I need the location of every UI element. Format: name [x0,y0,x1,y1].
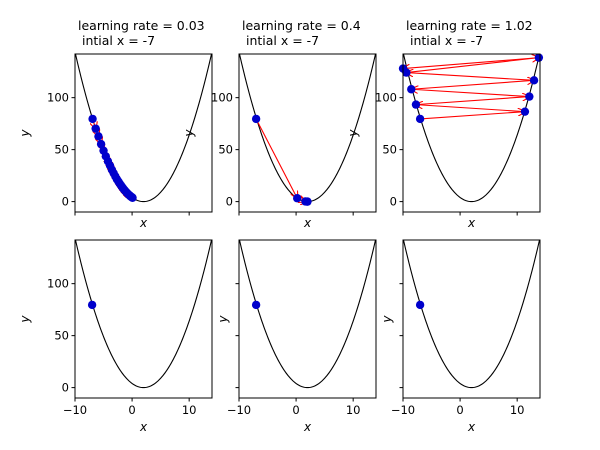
iterate-point [251,300,261,310]
step-arrow [415,97,529,106]
subplot-1: 0 50 100 x y learning rate = 0.03 intial x = … [18,18,213,230]
iterate-point [87,300,97,310]
axes-frame [402,239,541,399]
x-axis-label: x [303,420,312,434]
y-axis-label: y [18,315,32,324]
iterate-point [529,76,539,85]
y-tick-label: 50 [54,143,69,157]
subplot-title: learning rate = 0.4 intial x = -7 [242,18,361,48]
iterate-point [128,193,137,202]
axes-frame [74,53,213,213]
y-tick-label: 0 [62,195,69,209]
subplot-3: 0 50 100 x y learning rate = 1.02 intial x = … [346,18,544,230]
iterate-point [293,194,302,203]
y-tick-label: 100 [47,91,69,105]
y-axis-label: y [380,315,394,324]
iterate-point [415,300,425,310]
subplot-title: learning rate = 0.03 intial x = -7 [78,18,205,48]
parabola-curve [403,240,540,389]
iterate-point [415,114,425,124]
subplot-4: 0 50 100 −10 0 10 x y [18,239,213,434]
x-tick-label: 10 [510,403,525,417]
iterate-point [534,53,544,62]
y-tick-label: 50 [382,143,397,157]
x-tick-label: 0 [128,403,135,417]
axes-frame [74,239,213,399]
x-tick-label: −10 [391,403,415,417]
y-tick-label: 50 [218,143,233,157]
iterate-point [96,139,106,149]
step-arrow [255,118,297,198]
step-arrow [403,57,539,69]
parabola-curve [403,54,540,203]
x-axis-label: x [139,216,148,230]
y-axis-label: y [346,129,360,138]
x-axis-label: x [467,420,476,434]
subplot-5: −10 0 10 x y [216,239,377,434]
step-arrow [406,58,538,74]
step-arrow [406,73,535,81]
axes-frame [402,53,541,213]
iterate-point [88,114,97,124]
iterate-point [411,100,421,109]
y-axis-label: y [18,129,32,138]
iterate-point [251,114,261,124]
step-arrow [411,89,530,98]
y-tick-label: 0 [226,195,233,209]
y-tick-label: 100 [375,91,397,105]
iterate-point [94,132,103,141]
x-tick-label: 0 [456,403,463,417]
iterate-point [525,92,534,101]
x-axis-label: x [303,216,312,230]
axes-frame [238,239,377,399]
step-arrow [416,105,525,113]
subplot-6: −10 0 10 x y [380,239,541,434]
subplot-2: 0 50 100 x y learning rate = 0.4 intial x = -… [182,18,377,230]
x-tick-label: 10 [182,403,197,417]
x-tick-label: −10 [227,403,251,417]
axes-frame [238,53,377,213]
x-tick-label: 0 [292,403,299,417]
y-tick-label: 100 [211,91,233,105]
iterate-point [407,85,416,94]
y-tick-label: 0 [390,195,397,209]
y-axis-label: y [182,129,196,138]
x-axis-label: x [139,420,148,434]
parabola-curve [239,240,376,389]
x-tick-label: 10 [346,403,361,417]
x-tick-label: −10 [63,403,87,417]
step-arrow [411,80,534,90]
y-tick-label: 100 [47,277,69,291]
iterate-point [91,124,100,133]
y-tick-label: 0 [62,381,69,395]
iterate-point [303,197,312,206]
subplot-title: learning rate = 1.02 intial x = -7 [406,18,533,48]
iterate-point [520,107,530,116]
parabola-curve [239,54,376,203]
parabola-curve [75,240,212,389]
step-arrow [420,112,525,120]
y-axis-label: y [216,315,230,324]
x-axis-label: x [467,216,476,230]
y-tick-label: 50 [54,329,69,343]
